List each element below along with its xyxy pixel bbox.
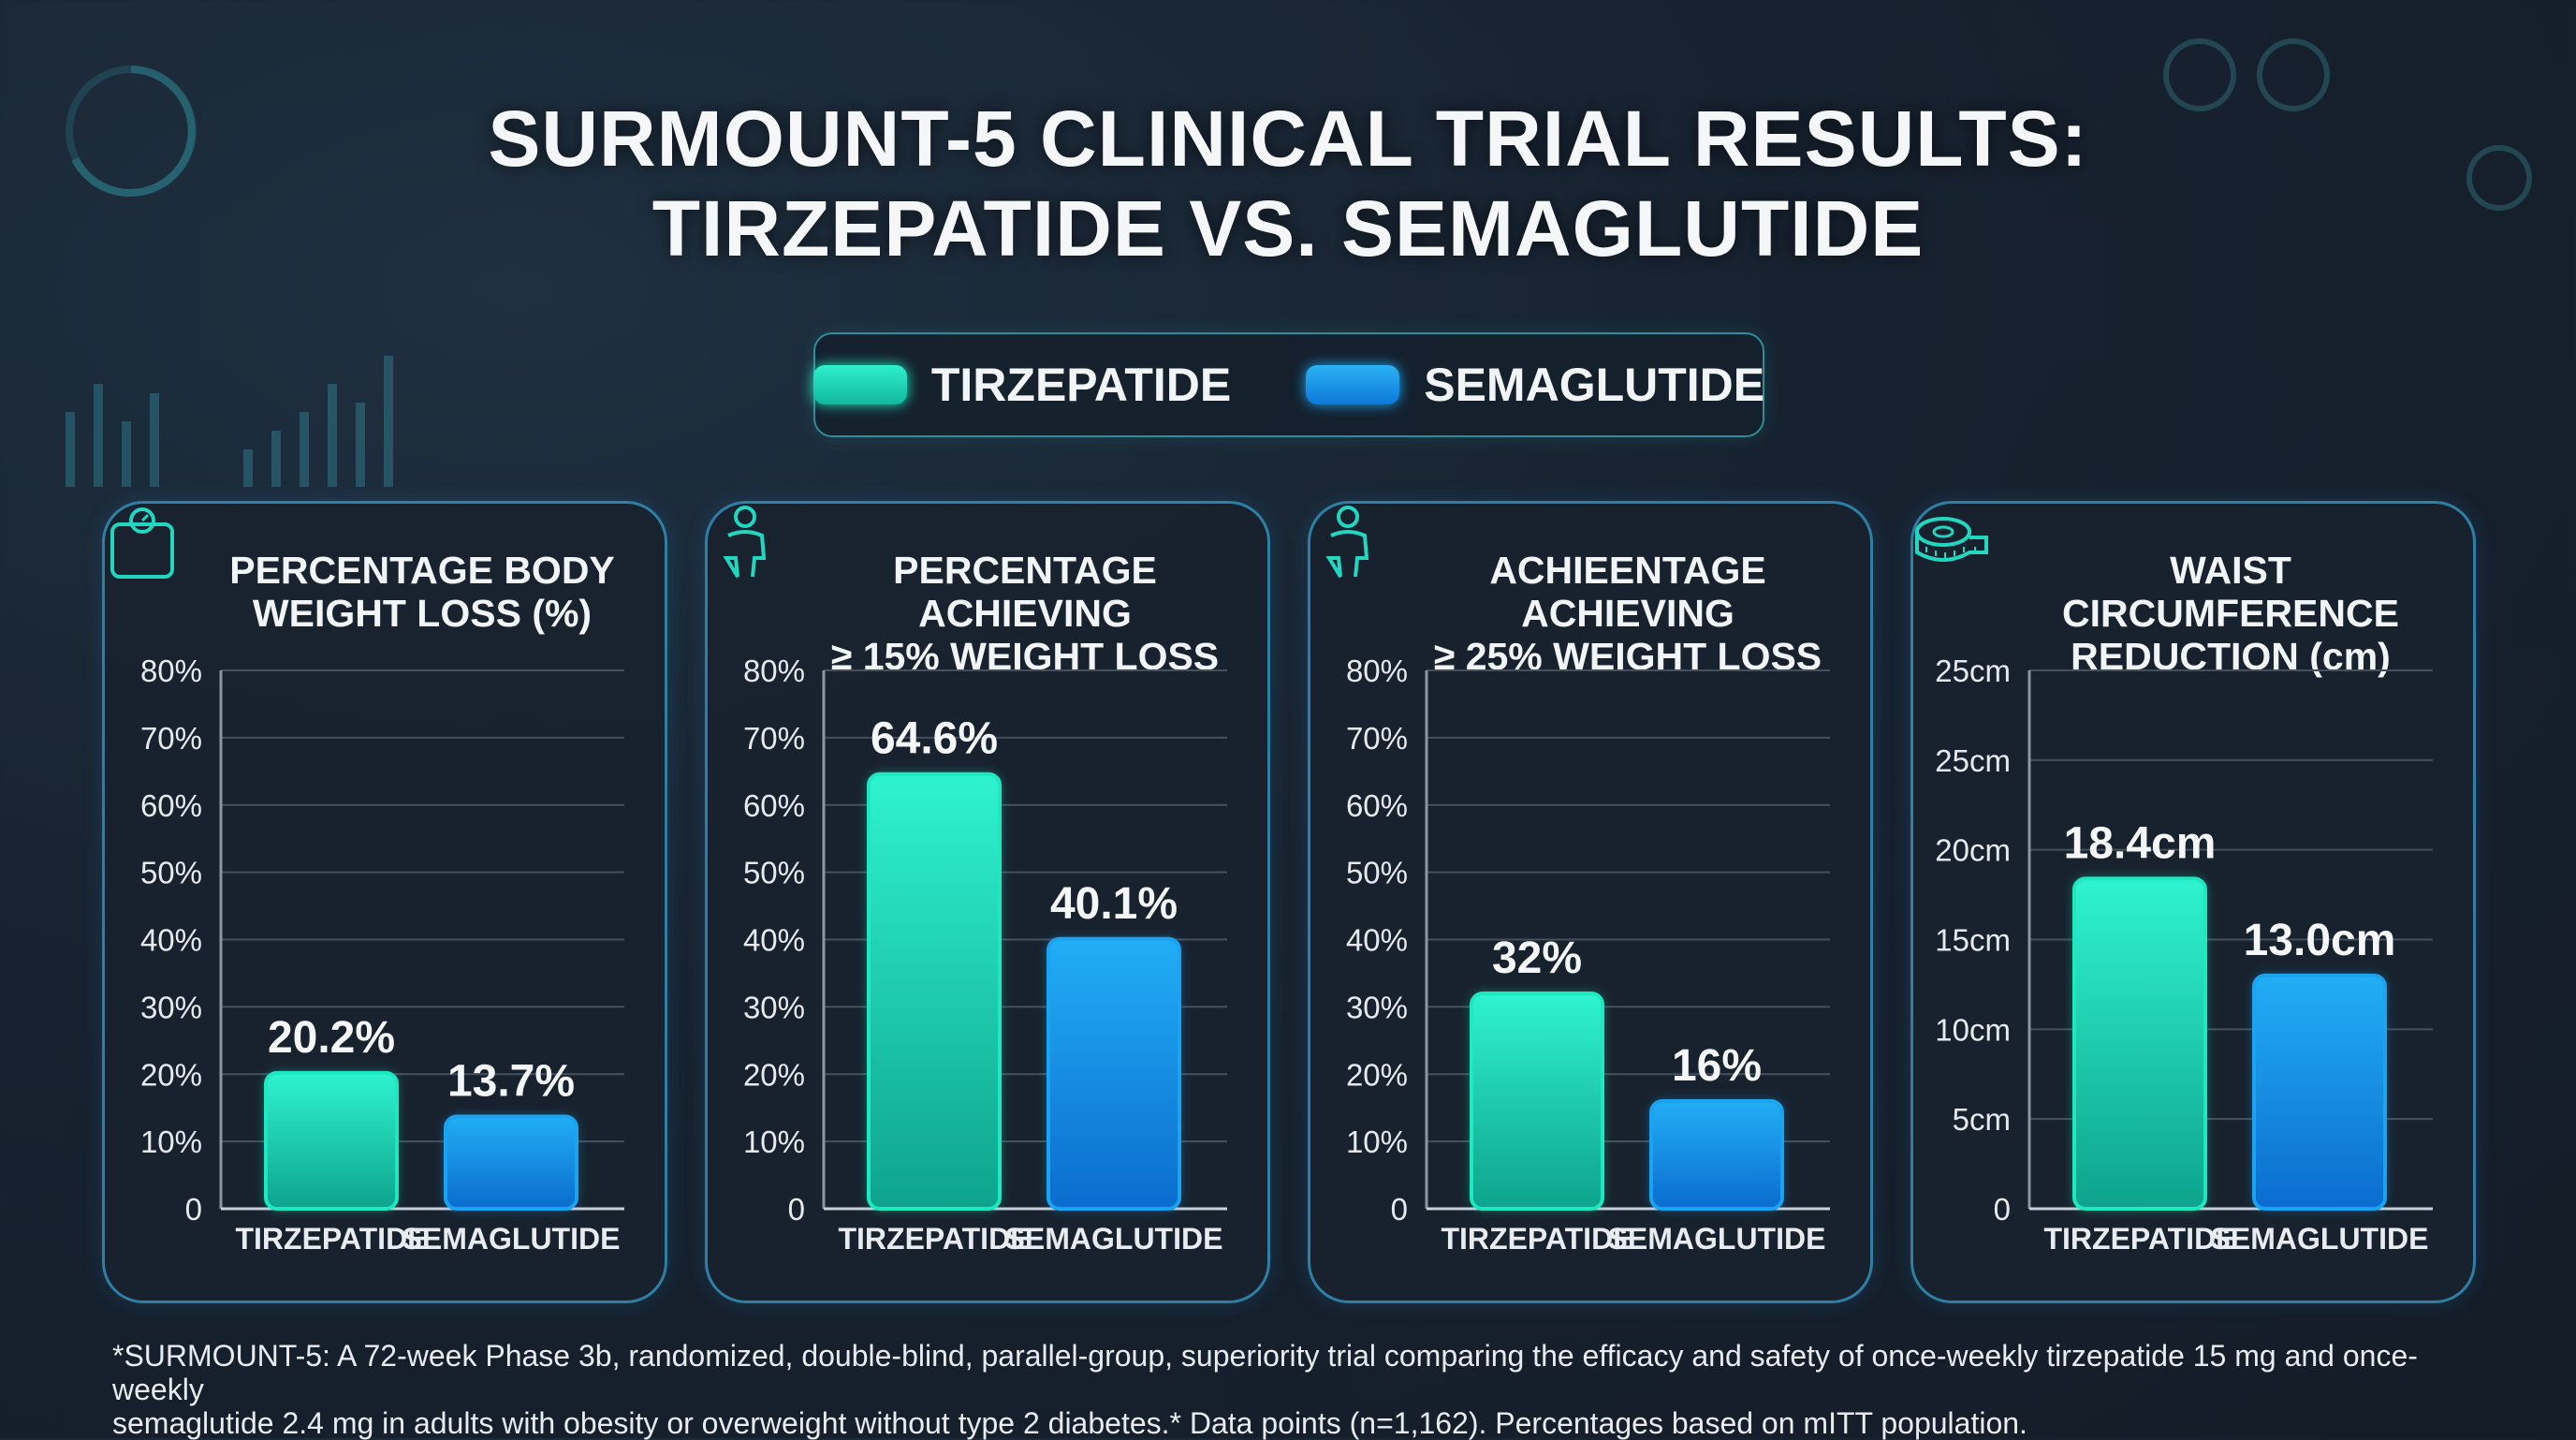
decorative-bars-icon	[66, 356, 393, 487]
y-tick-label: 30%	[140, 990, 202, 1024]
y-tick-label: 20%	[1346, 1057, 1408, 1092]
y-tick-label: 80%	[1346, 654, 1408, 688]
y-tick-label: 70%	[140, 721, 202, 756]
y-tick-label: 20%	[743, 1057, 805, 1092]
bar-chart: 0 10% 20% 30% 40% 50% 60% 70% 80% 20.2% TIRZEPATID…	[140, 654, 624, 1256]
y-tick-label: 60%	[743, 788, 805, 823]
y-tick-label: 80%	[743, 654, 805, 688]
page-title: SURMOUNT-5 CLINICAL TRIAL RESULTS: TIRZE…	[0, 94, 2576, 273]
x-category-label: SEMAGLUTIDE	[402, 1222, 621, 1256]
y-tick-label: 60%	[1346, 788, 1408, 823]
legend-swatch-semaglutide	[1306, 365, 1400, 404]
y-tick-label: 0	[1391, 1192, 1408, 1227]
y-tick-label: 40%	[1346, 923, 1408, 958]
legend-item-semaglutide: SEMAGLUTIDE	[1306, 358, 1764, 412]
person-icon	[1325, 506, 1369, 579]
chart-title-line: WEIGHT LOSS (%)	[252, 592, 593, 635]
legend: TIRZEPATIDE SEMAGLUTIDE	[812, 332, 1764, 437]
y-tick-label: 20%	[140, 1057, 202, 1092]
y-tick-label: 10%	[743, 1124, 805, 1159]
y-tick-label: 0	[185, 1192, 202, 1227]
y-tick-label: 0	[1994, 1192, 2011, 1227]
y-tick-label: 30%	[743, 990, 805, 1024]
y-tick-label: 30%	[1346, 990, 1408, 1024]
data-label: 18.4cm	[2064, 818, 2217, 868]
chart-panel: PERCENTAGE ACHIEVING ≥ 15% WEIGHT LOSS 0 10…	[705, 501, 1270, 1303]
x-category-label: SEMAGLUTIDE	[2211, 1222, 2429, 1256]
data-label: 32%	[1492, 933, 1582, 983]
y-tick-label: 10%	[1346, 1124, 1408, 1159]
x-category-label: TIRZEPATIDE	[235, 1222, 427, 1256]
chart-panel: PERCENTAGE BODY WEIGHT LOSS (%) 0 10% 20% 30%…	[102, 501, 667, 1303]
y-tick-label: 60%	[140, 788, 202, 823]
data-label: 13.0cm	[2244, 916, 2396, 965]
legend-label: TIRZEPATIDE	[930, 359, 1232, 411]
bar-semaglutide	[2252, 973, 2387, 1212]
bar-chart: 0 10% 20% 30% 40% 50% 60% 70% 80% 64.6% TIRZEPATID…	[743, 654, 1227, 1256]
footnote-line-1: *SURMOUNT-5: A 72-week Phase 3b, randomi…	[112, 1339, 2418, 1406]
chart-title-line: PERCENTAGE ACHIEVING	[893, 549, 1157, 635]
bar-semaglutide	[444, 1114, 578, 1211]
y-tick-label: 10cm	[1935, 1012, 2011, 1047]
chart-title: PERCENTAGE BODY WEIGHT LOSS (%)	[198, 549, 646, 635]
bar-tirzepatide	[2072, 876, 2207, 1211]
y-tick-label: 5cm	[1953, 1102, 2011, 1137]
x-category-label: TIRZEPATIDE	[838, 1222, 1030, 1256]
y-tick-label: 50%	[1346, 856, 1408, 890]
data-label: 40.1%	[1050, 879, 1178, 929]
tape-measure-icon	[1915, 517, 1988, 562]
bar-tirzepatide	[1470, 992, 1604, 1211]
title-line-2: TIRZEPATIDE VS. SEMAGLUTIDE	[651, 184, 1925, 272]
bar-tirzepatide	[264, 1070, 399, 1211]
y-tick-label: 50%	[140, 856, 202, 890]
y-tick-label: 20cm	[1935, 833, 2011, 868]
bar-tirzepatide	[867, 771, 1002, 1211]
y-tick-label: 50%	[743, 856, 805, 890]
legend-label: SEMAGLUTIDE	[1424, 359, 1765, 411]
bar-semaglutide	[1649, 1099, 1784, 1211]
y-tick-label: 10%	[140, 1124, 202, 1159]
person-icon	[723, 506, 767, 579]
decorative-circles-icon	[2163, 38, 2532, 211]
legend-item-tirzepatide: TIRZEPATIDE	[812, 358, 1232, 412]
bar-chart: 0 5cm 10cm 15cm 20cm 25cm 25cm 18.4cm TIRZEPATID…	[1935, 654, 2433, 1256]
chart-panel: ACHIEENTAGE ACHIEVING ≥ 25% WEIGHT LOSS 0 1…	[1308, 501, 1873, 1303]
data-label: 20.2%	[268, 1013, 395, 1063]
chart-title-line: PERCENTAGE BODY	[229, 549, 615, 592]
y-tick-label: 0	[788, 1192, 805, 1227]
legend-swatch-tirzepatide	[812, 365, 907, 404]
y-tick-label: 70%	[743, 721, 805, 756]
y-tick-label: 15cm	[1935, 923, 2011, 958]
bar-semaglutide	[1046, 936, 1181, 1211]
chart-title: WAIST CIRCUMFERENCE REDUCTION (cm)	[2007, 549, 2454, 678]
scale-icon	[110, 507, 174, 579]
data-label: 64.6%	[871, 714, 998, 764]
x-category-label: SEMAGLUTIDE	[1005, 1222, 1223, 1256]
y-tick-label: 25cm	[1935, 654, 2011, 688]
bar-chart: 0 10% 20% 30% 40% 50% 60% 70% 80% 32% TIRZEPATIDE 1…	[1346, 654, 1830, 1256]
decorative-gauge-icon	[66, 66, 197, 197]
y-tick-label: 25cm	[1935, 743, 2011, 778]
footnote-line-2: semaglutide 2.4 mg in adults with obesit…	[112, 1406, 2027, 1440]
chart-panel: WAIST CIRCUMFERENCE REDUCTION (cm) 0 5cm 10c…	[1910, 501, 2476, 1303]
x-category-label: TIRZEPATIDE	[2043, 1222, 2235, 1256]
chart-title-line: ACHIEENTAGE ACHIEVING	[1489, 549, 1766, 635]
y-tick-label: 80%	[140, 654, 202, 688]
chart-title-line: WAIST CIRCUMFERENCE	[2062, 549, 2399, 635]
y-tick-label: 70%	[1346, 721, 1408, 756]
data-label: 16%	[1672, 1041, 1762, 1091]
title-line-1: SURMOUNT-5 CLINICAL TRIAL RESULTS:	[488, 95, 2088, 183]
x-category-label: SEMAGLUTIDE	[1608, 1222, 1826, 1256]
data-label: 13.7%	[447, 1057, 575, 1107]
y-tick-label: 40%	[743, 923, 805, 958]
footnote: *SURMOUNT-5: A 72-week Phase 3b, randomi…	[112, 1339, 2509, 1440]
x-category-label: TIRZEPATIDE	[1441, 1222, 1632, 1256]
y-tick-label: 40%	[140, 923, 202, 958]
